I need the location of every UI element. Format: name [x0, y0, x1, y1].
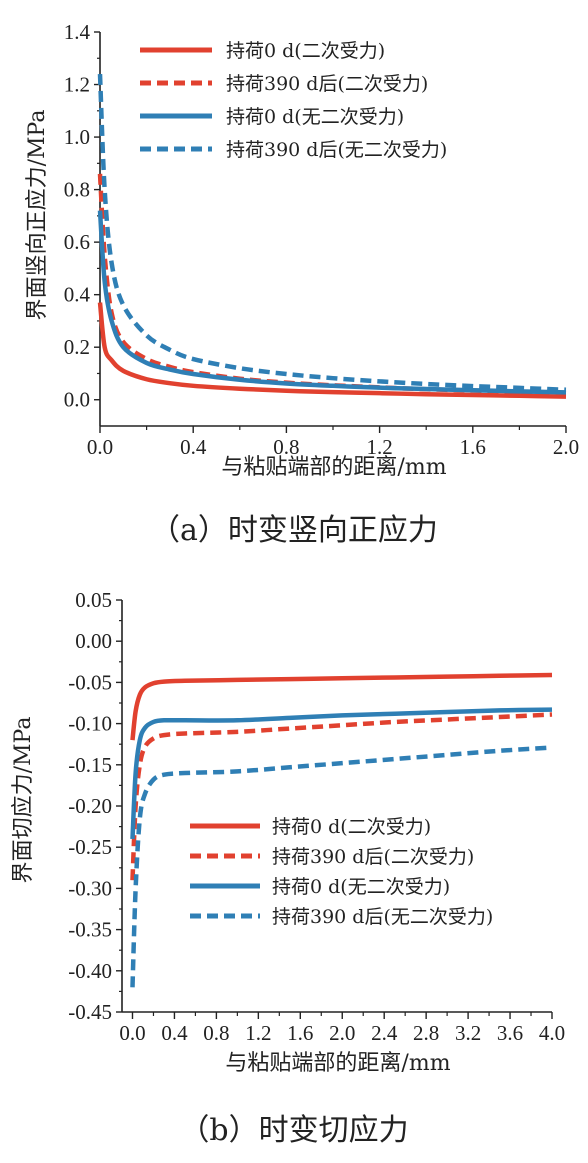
x-tick-label: 3.2: [455, 1021, 481, 1045]
series-line-4: [97, 73, 567, 392]
y-tick-label: -0.20: [68, 794, 112, 818]
y-tick-label: -0.15: [68, 753, 112, 777]
y-tick-label: -0.25: [68, 835, 112, 859]
chart-b-legend: 持荷0 d(二次受力) 持荷390 d后(二次受力) 持荷0 d(无二次受力) 持荷3…: [190, 816, 493, 928]
x-tick-label: 1.2: [245, 1021, 271, 1045]
series-line-4: [130, 745, 553, 988]
y-tick-label: -0.40: [68, 959, 112, 983]
legend-label-2: 持荷390 d后(二次受力): [272, 846, 474, 868]
x-tick-label: 0.4: [180, 435, 207, 459]
y-tick-label: 0.8: [64, 178, 90, 202]
y-tick-label: -0.35: [68, 918, 112, 942]
y-tick-label: 0.00: [75, 629, 112, 653]
x-tick-label: 2.8: [413, 1021, 439, 1045]
y-tick-label: 0.6: [64, 230, 90, 254]
x-tick-label: 0.4: [161, 1021, 188, 1045]
y-tick-label: 0.05: [75, 588, 112, 612]
x-tick-label: 4.0: [539, 1021, 565, 1045]
chart-b-xlabel: 与粘贴端部的距离/mm: [225, 1051, 450, 1076]
series-line-1: [97, 302, 567, 399]
y-tick-label: -0.45: [68, 1000, 112, 1024]
x-tick-label: 2.4: [371, 1021, 398, 1045]
legend-label-4: 持荷390 d后(无二次受力): [272, 906, 493, 928]
x-tick-label: 0.8: [203, 1021, 229, 1045]
chart-a-caption: （a）时变竖向正应力: [150, 513, 438, 548]
x-tick-label: 0.8: [273, 435, 299, 459]
chart-a-xlabel: 与粘贴端部的距离/mm: [221, 455, 446, 480]
y-tick-label: 0.4: [64, 283, 91, 307]
legend-label-1: 持荷0 d(二次受力): [226, 40, 385, 62]
chart-a-axes: 0.0 0.2 0.4 0.6 0.8 1.0 1.2 1.4 0.0 0.4 0.8 1.2 1.6 2…: [64, 20, 579, 459]
y-tick-label: 1.4: [64, 20, 91, 44]
series-line-1: [130, 672, 553, 741]
chart-b-axes: -0.45 -0.40 -0.35 -0.30 -0.25 -0.20 -0.15 -0.10…: [68, 588, 565, 1045]
y-tick-label: 1.2: [64, 73, 90, 97]
x-tick-label: 0.0: [119, 1021, 145, 1045]
chart-b-ylabel: 界面切应力/MPa: [11, 717, 36, 884]
y-tick-label: 0.2: [64, 335, 90, 359]
chart-b-caption: （b）时变切应力: [179, 1113, 408, 1148]
chart-b-series: [130, 672, 553, 988]
x-tick-label: 3.6: [497, 1021, 523, 1045]
chart-a-series: [97, 73, 567, 399]
x-tick-label: 0.0: [87, 435, 113, 459]
legend-label-1: 持荷0 d(二次受力): [272, 816, 431, 838]
y-tick-label: 1.0: [64, 125, 90, 149]
series-line-2: [130, 712, 553, 881]
y-tick-label: -0.05: [68, 670, 112, 694]
y-tick-label: -0.10: [68, 712, 112, 736]
chart-a: 0.0 0.2 0.4 0.6 0.8 1.0 1.2 1.4 0.0 0.4 0.8 1.2 1.6 2…: [25, 20, 579, 548]
chart-b: -0.45 -0.40 -0.35 -0.30 -0.25 -0.20 -0.15 -0.10…: [11, 588, 565, 1148]
x-tick-label: 1.6: [287, 1021, 313, 1045]
legend-label-4: 持荷390 d后(无二次受力): [226, 139, 447, 161]
legend-label-3: 持荷0 d(无二次受力): [226, 106, 404, 128]
series-line-3: [97, 210, 567, 395]
series-line-2: [97, 173, 567, 396]
chart-a-ylabel: 界面竖向正应力/MPa: [25, 110, 50, 321]
legend-label-2: 持荷390 d后(二次受力): [226, 73, 428, 95]
x-tick-label: 1.6: [460, 435, 486, 459]
x-tick-label: 1.2: [366, 435, 392, 459]
x-tick-label: 2.0: [553, 435, 579, 459]
legend-label-3: 持荷0 d(无二次受力): [272, 876, 450, 898]
chart-a-legend: 持荷0 d(二次受力) 持荷390 d后(二次受力) 持荷0 d(无二次受力) 持荷3…: [140, 40, 447, 161]
y-tick-label: 0.0: [64, 388, 90, 412]
x-tick-label: 2.0: [329, 1021, 355, 1045]
series-line-3: [130, 707, 553, 840]
y-tick-label: -0.30: [68, 876, 112, 900]
